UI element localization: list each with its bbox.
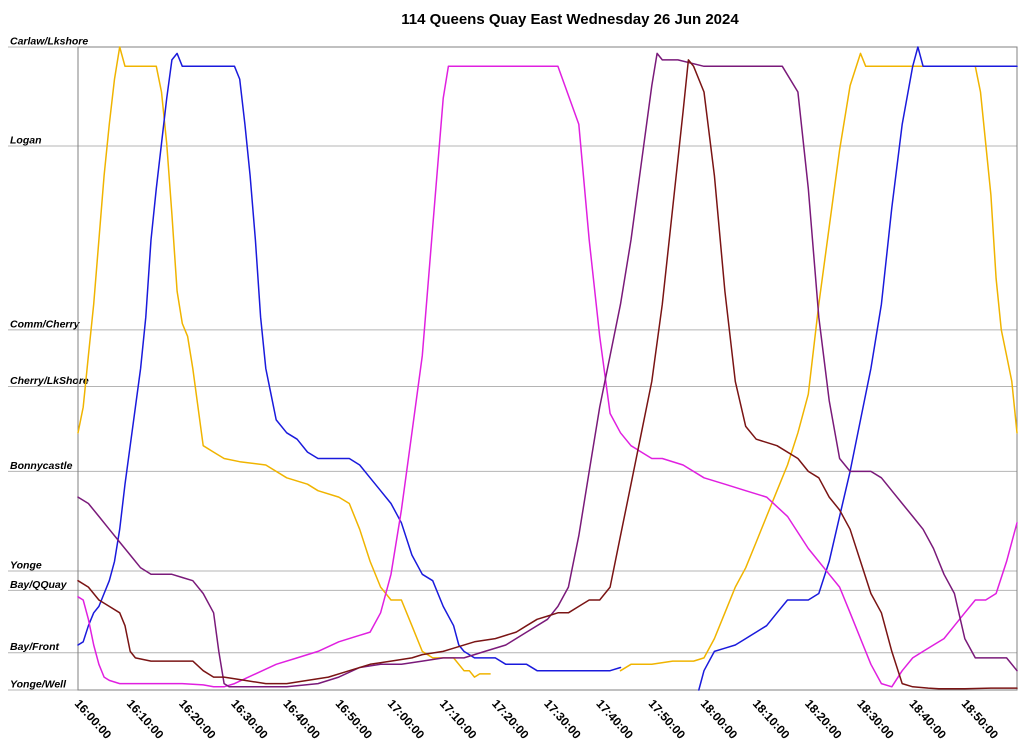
stop-label: Comm/Cherry bbox=[10, 318, 81, 330]
stop-label: Carlaw/Lkshore bbox=[10, 36, 88, 48]
time-tick-label: 18:40:00 bbox=[906, 697, 949, 742]
time-tick-label: 18:30:00 bbox=[854, 697, 897, 742]
stop-labels: Carlaw/Lkshore Logan Comm/Cherry Cherry/LkS… bbox=[10, 36, 89, 691]
series-lines bbox=[77, 46, 1018, 691]
time-tick-label: 17:10:00 bbox=[437, 697, 480, 742]
vehicle-trace-1 bbox=[619, 52, 1018, 672]
time-tick-label: 17:50:00 bbox=[646, 697, 689, 742]
stop-label: Bay/Front bbox=[10, 641, 60, 653]
time-tick-label: 16:50:00 bbox=[333, 697, 376, 742]
stop-label: Yonge/Well bbox=[10, 679, 67, 691]
time-tick-label: 18:50:00 bbox=[959, 697, 1002, 742]
time-tick-label: 18:20:00 bbox=[802, 697, 845, 742]
time-tick-label: 18:10:00 bbox=[750, 697, 793, 742]
stop-label: Yonge bbox=[10, 560, 42, 572]
stop-label: Bay/QQuay bbox=[10, 579, 68, 591]
time-tick-label: 17:20:00 bbox=[489, 697, 532, 742]
grid-lines bbox=[8, 46, 1017, 691]
vehicle-trace-4 bbox=[77, 65, 1018, 688]
chart-title: 114 Queens Quay East Wednesday 26 Jun 20… bbox=[401, 11, 739, 28]
time-tick-label: 17:40:00 bbox=[593, 697, 636, 742]
time-tick-label: 18:00:00 bbox=[698, 697, 741, 742]
time-labels: 16:00:00 16:10:00 16:20:00 16:30:00 16:40:00… bbox=[72, 697, 1002, 742]
vehicle-trace-6 bbox=[77, 59, 1018, 690]
plot-frame bbox=[77, 46, 1018, 691]
time-tick-label: 17:00:00 bbox=[385, 697, 428, 742]
time-tick-label: 16:20:00 bbox=[176, 697, 219, 742]
vehicle-trace-5 bbox=[77, 52, 1018, 688]
vehicle-trace-2 bbox=[77, 52, 622, 672]
stop-label: Bonnycastle bbox=[10, 460, 73, 472]
time-tick-label: 16:40:00 bbox=[280, 697, 323, 742]
time-tick-label: 16:00:00 bbox=[72, 697, 115, 742]
vehicle-trace-0 bbox=[77, 46, 491, 678]
time-tick-label: 17:30:00 bbox=[541, 697, 584, 742]
stop-label: Logan bbox=[10, 135, 42, 147]
time-tick-label: 16:10:00 bbox=[124, 697, 167, 742]
stop-label: Cherry/LkShore bbox=[10, 375, 89, 387]
time-tick-label: 16:30:00 bbox=[228, 697, 271, 742]
vehicle-trace-3 bbox=[698, 46, 1018, 691]
